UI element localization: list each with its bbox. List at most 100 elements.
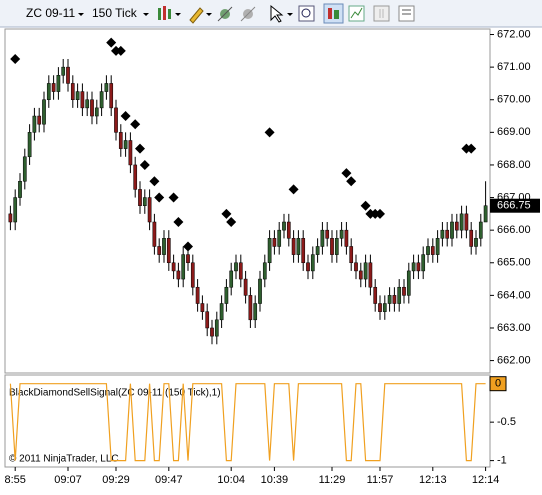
candle-body [301, 238, 306, 264]
sell-signal-diamond [149, 176, 160, 187]
chart-trader-button[interactable] [323, 3, 344, 24]
global-crosshair-button[interactable] [240, 6, 256, 22]
sell-signal-diamond [375, 208, 385, 219]
candle-body [229, 270, 234, 288]
candle-body [99, 91, 104, 109]
sell-signal-diamond [173, 217, 184, 228]
candle-body [8, 213, 13, 223]
sell-signal-diamond [154, 192, 165, 203]
candle-body [363, 262, 368, 280]
x-tick-label: 09:29 [102, 474, 130, 486]
candle-body [406, 270, 411, 296]
candle-body [296, 238, 301, 255]
instrument-selector[interactable]: ZC 09-11 [26, 6, 75, 20]
draw-tool-button[interactable] [189, 7, 212, 24]
x-tick-label: 11:29 [319, 474, 346, 486]
candle-body [459, 213, 464, 231]
y-tick-label: 663.00 [497, 322, 531, 334]
candle-body [310, 254, 315, 272]
candle-body [450, 221, 454, 239]
candle-body [219, 303, 224, 321]
candle-body [330, 238, 334, 255]
candle-body [210, 327, 214, 337]
sell-signal-diamond [346, 176, 357, 187]
candle-body [354, 262, 358, 272]
instrument-dropdown-arrow[interactable] [78, 13, 84, 16]
candle-body [454, 221, 459, 231]
candle-body [190, 262, 195, 288]
candle-body [358, 270, 363, 280]
sell-signal-diamond [466, 143, 477, 154]
strategies-button[interactable] [373, 5, 390, 22]
candle-body [469, 229, 474, 247]
candle-body [464, 213, 469, 231]
bar-type-button[interactable] [158, 6, 181, 20]
candle-body [478, 221, 483, 239]
candle-body [325, 229, 330, 239]
candle-body [61, 66, 66, 76]
candle-body [200, 303, 205, 312]
candle-body [253, 303, 258, 321]
candle-body [114, 107, 118, 133]
candle-body [90, 99, 94, 117]
candle-body [46, 83, 51, 100]
candle-body [94, 107, 99, 117]
y-tick-label: -1 [497, 455, 507, 467]
candle-body [426, 246, 430, 255]
candle-body [181, 254, 186, 280]
interval-dropdown-arrow[interactable] [143, 13, 149, 16]
sell-signal-diamond [226, 217, 237, 228]
pointer-button[interactable] [270, 4, 293, 23]
signal-line [9, 383, 486, 462]
candle-body [75, 91, 80, 100]
last-price-label: 666.75 [497, 200, 531, 212]
crosshair-button[interactable] [217, 6, 233, 22]
candle-body [234, 262, 238, 272]
candle-body [205, 311, 210, 329]
sell-signal-diamond [168, 192, 179, 203]
candle-body [85, 99, 90, 109]
candle-body [286, 221, 291, 239]
candle-body [42, 99, 46, 125]
candle-body [334, 238, 339, 255]
candle-body [195, 286, 200, 304]
sell-signal-diamond [115, 45, 126, 56]
sell-signal-diamond [10, 53, 21, 64]
candle-body [147, 197, 152, 223]
zoom-button[interactable] [298, 5, 315, 22]
indicators-button[interactable] [348, 5, 365, 22]
candle-body [291, 238, 296, 255]
candle-body [282, 221, 286, 231]
properties-button[interactable] [398, 5, 415, 22]
candle-body [320, 229, 325, 247]
price-panel [4, 28, 491, 374]
y-tick-label: 665.00 [497, 257, 531, 269]
x-tick-label: 09:07 [54, 474, 82, 486]
candle-body [66, 66, 70, 84]
candle-body [267, 238, 272, 264]
y-tick-label: -0.5 [497, 416, 516, 428]
candle-body [344, 229, 349, 247]
x-tick-label: 12:14 [472, 474, 500, 486]
candle-body [128, 140, 133, 166]
candle-body [306, 262, 310, 272]
candle-body [138, 189, 142, 206]
candle-body [118, 132, 123, 149]
candle-body [171, 262, 176, 272]
candle-body [109, 83, 114, 109]
y-tick-label: 668.00 [497, 159, 531, 171]
candle-body [243, 278, 248, 296]
candle-body [32, 115, 37, 133]
y-tick-label: 672.00 [497, 28, 531, 40]
x-tick-label: 09:47 [155, 474, 183, 486]
y-tick-label: 662.00 [497, 354, 531, 366]
x-tick-label: 10:39 [261, 474, 289, 486]
interval-selector[interactable]: 150 Tick [92, 6, 138, 20]
candle-body [382, 303, 387, 312]
candle-body [272, 238, 277, 247]
candle-body [258, 278, 262, 304]
last-value-box [489, 376, 507, 392]
indicator-title: BlackDiamondSellSignal(ZC 09-11 (150 Tic… [9, 388, 221, 399]
candle-body [51, 83, 56, 92]
